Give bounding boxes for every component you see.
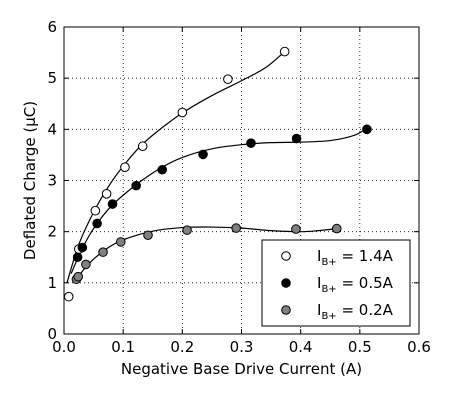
- y-tick-label: 2: [47, 223, 57, 241]
- data-point-series-1: [120, 162, 130, 172]
- data-point-series-1: [137, 141, 148, 152]
- data-point-series-3: [291, 224, 301, 234]
- legend-marker: [281, 305, 291, 315]
- data-point-series-3: [331, 223, 342, 234]
- y-tick-label: 0: [47, 325, 57, 343]
- x-tick-label: 0.1: [111, 338, 135, 356]
- data-point-series-2: [246, 138, 256, 148]
- data-point-series-1: [63, 291, 74, 302]
- y-tick-label: 4: [47, 120, 57, 138]
- y-tick-label: 3: [47, 172, 57, 190]
- x-tick-label: 0.4: [289, 338, 313, 356]
- y-tick-label: 6: [47, 18, 57, 36]
- y-axis-label: Deflated Charge (μC): [21, 101, 39, 260]
- legend-marker: [281, 251, 291, 261]
- data-point-series-3: [73, 271, 83, 282]
- x-tick-label: 0.2: [170, 338, 194, 356]
- legend-label: IB+ = 0.2A: [317, 301, 394, 322]
- data-point-series-3: [143, 230, 153, 241]
- data-point-series-2: [107, 199, 118, 209]
- data-point-series-2: [92, 218, 102, 229]
- data-point-series-2: [157, 164, 168, 175]
- fit-curve-series-1: [66, 51, 286, 284]
- data-point-series-3: [231, 223, 241, 233]
- data-points: [63, 46, 372, 302]
- data-point-series-3: [182, 225, 192, 235]
- y-tick-label: 5: [47, 69, 57, 87]
- data-point-series-1: [101, 189, 112, 199]
- data-point-series-1: [223, 74, 233, 84]
- data-point-series-2: [72, 252, 83, 263]
- data-point-series-1: [279, 46, 290, 57]
- data-point-series-3: [116, 237, 126, 247]
- x-tick-label: 0.6: [407, 338, 431, 356]
- data-point-series-1: [177, 107, 188, 118]
- x-tick-label: 0.5: [348, 338, 372, 356]
- data-point-series-2: [362, 124, 372, 135]
- x-axis-label: Negative Base Drive Current (A): [121, 360, 362, 378]
- x-tick-label: 0.0: [52, 338, 76, 356]
- axis-ticks: 0.0 0.1 0.2 0.3 0.4 0.5 0.6 0 1 2 3 4 5 6: [47, 18, 430, 356]
- legend-label: IB+ = 0.5A: [317, 274, 394, 295]
- data-point-series-2: [131, 180, 141, 191]
- legend: IB+ = 1.4A IB+ = 0.5A IB+ = 0.2A: [261, 239, 411, 327]
- data-point-series-1: [90, 205, 101, 216]
- data-point-series-2: [77, 242, 88, 253]
- data-point-series-3: [98, 247, 108, 257]
- legend-marker: [281, 278, 291, 288]
- data-point-series-2: [291, 133, 302, 144]
- data-point-series-3: [81, 259, 91, 270]
- legend-label: IB+ = 1.4A: [317, 247, 394, 268]
- x-tick-label: 0.3: [230, 338, 254, 356]
- y-tick-label: 1: [47, 274, 57, 292]
- data-point-series-2: [198, 149, 208, 160]
